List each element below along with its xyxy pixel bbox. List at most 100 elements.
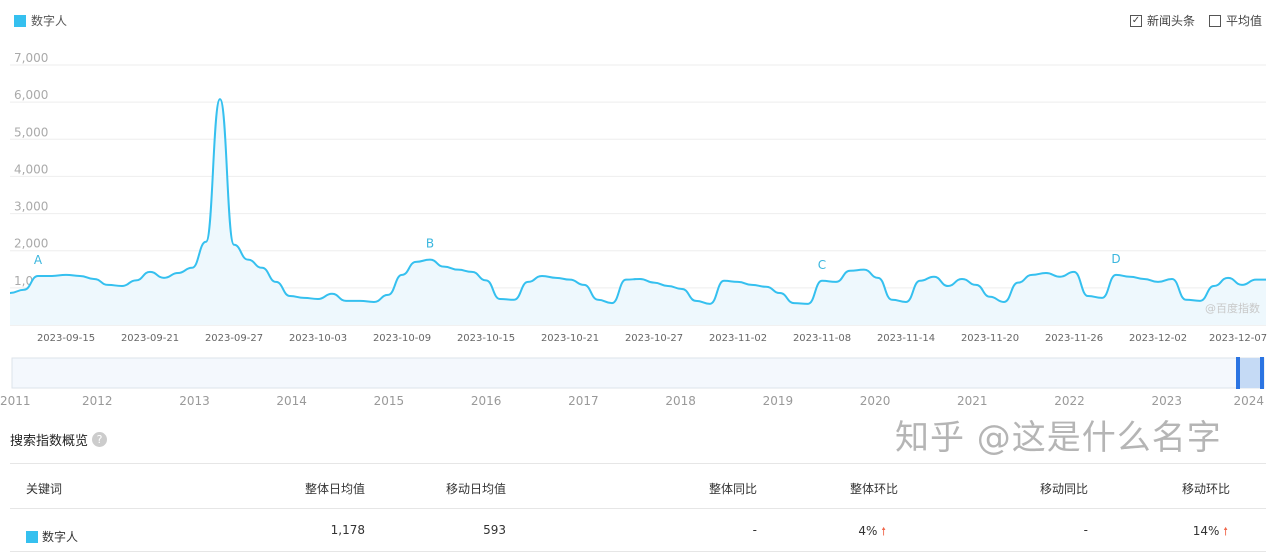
data-point[interactable] — [130, 274, 142, 286]
data-point[interactable] — [326, 288, 338, 300]
annotation-B[interactable]: B — [426, 237, 434, 251]
data-point[interactable] — [886, 294, 898, 306]
news-headline-checkbox[interactable]: ✓ 新闻头条 — [1129, 12, 1195, 29]
data-point[interactable] — [88, 273, 100, 285]
data-point[interactable] — [830, 276, 842, 288]
trend-chart[interactable]: 1,0002,0003,0004,0005,0006,0007,0002023-… — [0, 0, 1276, 420]
data-point[interactable] — [270, 276, 282, 288]
data-point[interactable] — [802, 298, 814, 310]
data-point[interactable] — [872, 272, 884, 284]
annotation-A[interactable]: A — [34, 253, 43, 267]
data-point[interactable] — [1068, 266, 1080, 278]
data-point[interactable] — [368, 296, 380, 308]
data-point[interactable] — [522, 276, 534, 288]
data-point[interactable] — [718, 275, 730, 287]
data-point[interactable] — [970, 279, 982, 291]
range-selection[interactable] — [1238, 358, 1262, 388]
average-checkbox[interactable]: 平均值 — [1208, 12, 1262, 29]
data-point[interactable] — [32, 270, 44, 282]
data-point[interactable] — [1054, 271, 1066, 283]
data-point[interactable] — [466, 266, 478, 278]
data-point[interactable] — [228, 239, 240, 251]
data-point[interactable] — [858, 264, 870, 276]
data-point[interactable] — [144, 266, 156, 278]
data-point[interactable] — [1152, 276, 1164, 288]
data-point[interactable] — [242, 254, 254, 266]
data-point[interactable] — [914, 275, 926, 287]
data-point[interactable] — [564, 274, 576, 286]
data-point[interactable] — [186, 262, 198, 274]
data-point[interactable] — [1180, 294, 1192, 306]
data-point[interactable] — [116, 280, 128, 292]
data-point[interactable] — [550, 272, 562, 284]
data-point[interactable] — [676, 283, 688, 295]
range-handle-right[interactable] — [1260, 357, 1264, 389]
data-point[interactable] — [1026, 269, 1038, 281]
data-point[interactable] — [900, 296, 912, 308]
data-point[interactable] — [256, 262, 268, 274]
data-point[interactable] — [424, 254, 436, 266]
data-point[interactable] — [46, 270, 58, 282]
row-keyword[interactable]: 数字人 — [26, 528, 78, 545]
data-point[interactable] — [998, 296, 1010, 308]
data-point[interactable] — [774, 287, 786, 299]
annotation-C[interactable]: C — [818, 258, 826, 272]
data-point[interactable] — [410, 256, 422, 268]
data-point[interactable] — [1222, 272, 1234, 284]
range-navigator[interactable] — [11, 357, 1265, 389]
annotation-D[interactable]: D — [1111, 252, 1120, 266]
data-point[interactable] — [312, 293, 324, 305]
data-point[interactable] — [942, 280, 954, 292]
data-point[interactable] — [438, 261, 450, 273]
data-point[interactable] — [480, 274, 492, 286]
data-point[interactable] — [508, 294, 520, 306]
data-point[interactable] — [382, 289, 394, 301]
data-point[interactable] — [1236, 279, 1248, 291]
data-point[interactable] — [452, 264, 464, 276]
data-point[interactable] — [284, 290, 296, 302]
data-point[interactable] — [662, 280, 674, 292]
data-point[interactable] — [172, 267, 184, 279]
data-point[interactable] — [396, 269, 408, 281]
data-point[interactable] — [1250, 274, 1262, 286]
data-point[interactable] — [1096, 292, 1108, 304]
data-point[interactable] — [102, 279, 114, 291]
data-point[interactable] — [536, 270, 548, 282]
data-point[interactable] — [746, 279, 758, 291]
data-point[interactable] — [592, 294, 604, 306]
data-point[interactable] — [1124, 271, 1136, 283]
data-point[interactable] — [1082, 290, 1094, 302]
data-point[interactable] — [606, 297, 618, 309]
data-point[interactable] — [494, 293, 506, 305]
data-point[interactable] — [1138, 273, 1150, 285]
data-point[interactable] — [4, 287, 16, 299]
data-point[interactable] — [620, 274, 632, 286]
data-point[interactable] — [1040, 267, 1052, 279]
data-point[interactable] — [298, 292, 310, 304]
data-point[interactable] — [816, 275, 828, 287]
data-point[interactable] — [60, 269, 72, 281]
data-point[interactable] — [984, 291, 996, 303]
range-handle-left[interactable] — [1236, 357, 1240, 389]
data-point[interactable] — [340, 295, 352, 307]
data-point[interactable] — [788, 297, 800, 309]
data-point[interactable] — [956, 273, 968, 285]
data-point[interactable] — [1166, 273, 1178, 285]
data-point[interactable] — [200, 236, 212, 248]
data-point[interactable] — [1110, 269, 1122, 281]
legend[interactable]: 数字人 — [14, 12, 67, 29]
question-icon[interactable]: ? — [92, 432, 108, 447]
data-point[interactable] — [354, 295, 366, 307]
data-point[interactable] — [214, 93, 226, 105]
data-point[interactable] — [760, 281, 772, 293]
data-point[interactable] — [158, 272, 170, 284]
series-line[interactable] — [9, 98, 1266, 305]
data-point[interactable] — [690, 295, 702, 307]
data-point[interactable] — [578, 279, 590, 291]
data-point[interactable] — [732, 276, 744, 288]
data-point[interactable] — [704, 298, 716, 310]
data-point[interactable] — [1208, 280, 1220, 292]
data-point[interactable] — [634, 273, 646, 285]
data-point[interactable] — [648, 277, 660, 289]
data-point[interactable] — [18, 284, 30, 296]
